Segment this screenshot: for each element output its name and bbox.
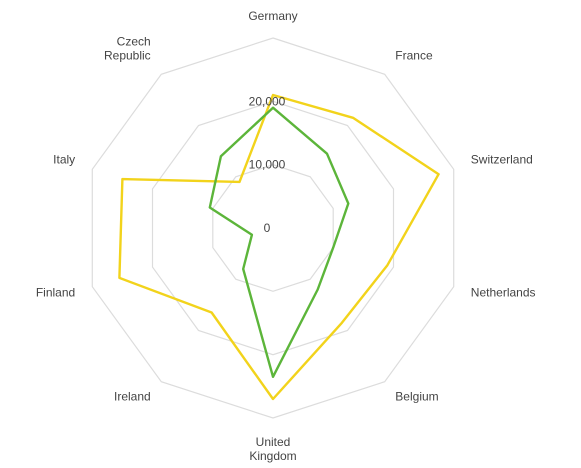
series-line-1 [119,95,438,399]
axis-label-italy: Italy [53,153,75,167]
label-layer: Germany France Switzerland Netherlands Belgi… [36,9,536,463]
grid-ring-1 [213,165,333,292]
axis-label-germany: Germany [248,9,297,23]
axis-label-netherlands: Netherlands [471,285,536,299]
tick-layer: 0 10,000 20,000 [249,94,286,235]
grid-ring-2 [153,101,394,354]
axis-label-belgium: Belgium [395,389,438,403]
axis-label-ireland: Ireland [114,389,151,403]
radial-tick-label: 20,000 [249,94,286,108]
radial-tick-label: 0 [264,221,271,235]
radial-tick-label: 10,000 [249,158,286,172]
axis-label-france: France [395,49,433,63]
axis-label-finland: Finland [36,285,75,299]
series-layer [119,95,438,399]
axis-label-switzerland: Switzerland [471,153,533,167]
